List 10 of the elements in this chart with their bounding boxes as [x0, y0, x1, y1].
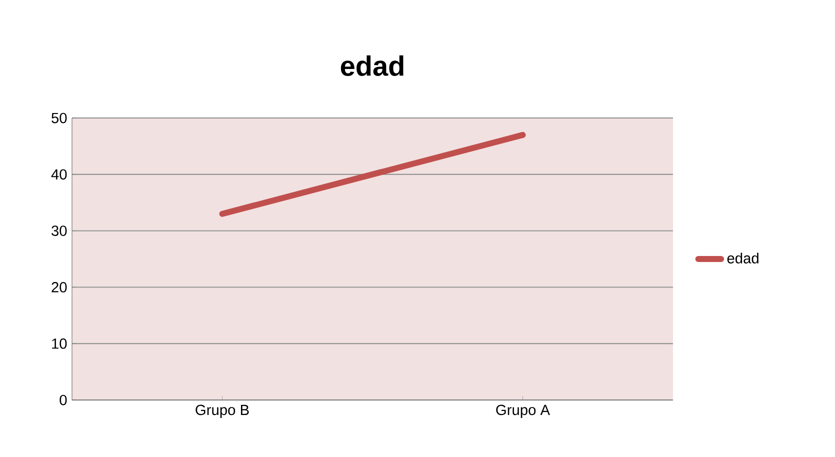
y-tick-label: 30 [52, 226, 67, 236]
y-tick-label: 50 [52, 112, 67, 124]
y-tick-label: 20 [52, 282, 67, 292]
y-tick-label: 0 [60, 394, 67, 406]
chart-title: edad [340, 55, 404, 76]
y-tick-label: 40 [51, 169, 67, 180]
y-tick-label: 10 [52, 338, 67, 349]
x-tick-label: Grupo B [196, 404, 249, 418]
legend-label: edad [727, 252, 758, 264]
x-tick-label: Grupo A [496, 404, 550, 418]
